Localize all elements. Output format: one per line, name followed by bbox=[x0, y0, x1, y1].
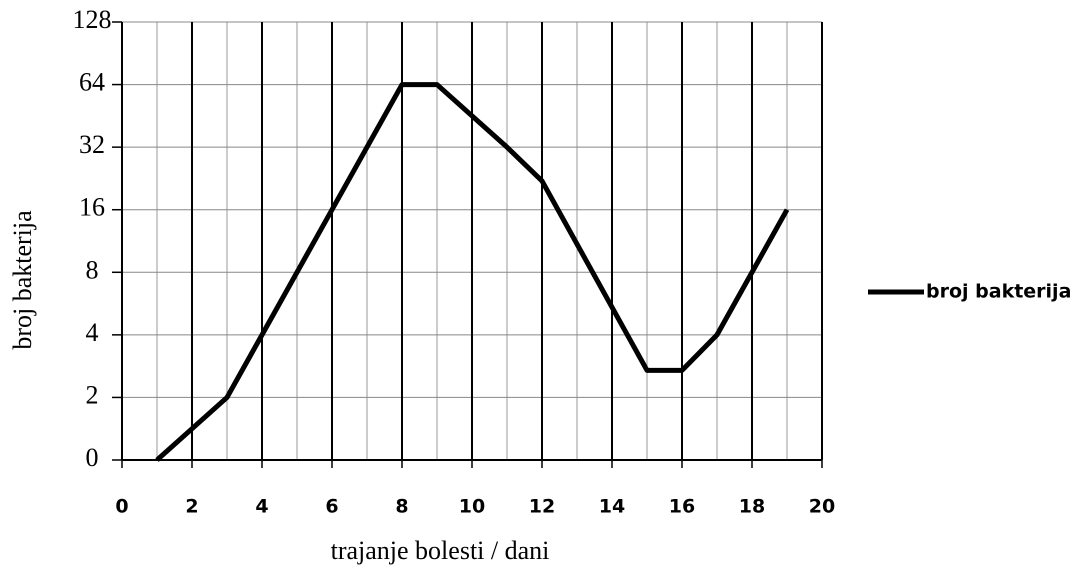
y-tick-label: 2 bbox=[86, 380, 99, 409]
y-axis-label: broj bakterija bbox=[8, 210, 37, 350]
x-tick-label: 18 bbox=[739, 496, 765, 518]
x-tick-label: 6 bbox=[325, 496, 338, 518]
x-tick-label: 4 bbox=[255, 496, 268, 518]
x-tick-label: 8 bbox=[395, 496, 408, 518]
x-tick-label: 14 bbox=[599, 496, 625, 518]
y-tick-label: 64 bbox=[79, 68, 105, 97]
y-tick-label: 128 bbox=[73, 5, 112, 34]
y-tick-label: 4 bbox=[86, 318, 99, 347]
x-axis-label: trajanje bolesti / dani bbox=[331, 536, 550, 565]
x-tick-label: 20 bbox=[809, 496, 835, 518]
x-tick-label: 2 bbox=[185, 496, 198, 518]
x-tick-label: 12 bbox=[529, 496, 555, 518]
x-tick-label: 16 bbox=[669, 496, 695, 518]
y-tick-label: 8 bbox=[86, 255, 99, 284]
data-line bbox=[155, 82, 790, 462]
legend-label: broj bakterija bbox=[926, 281, 1071, 303]
y-tick-label: 32 bbox=[79, 130, 105, 159]
x-tick-label: 10 bbox=[459, 496, 485, 518]
y-tick-label: 16 bbox=[79, 193, 105, 222]
x-tick-label: 0 bbox=[115, 496, 128, 518]
y-tick-label: 0 bbox=[86, 443, 99, 472]
